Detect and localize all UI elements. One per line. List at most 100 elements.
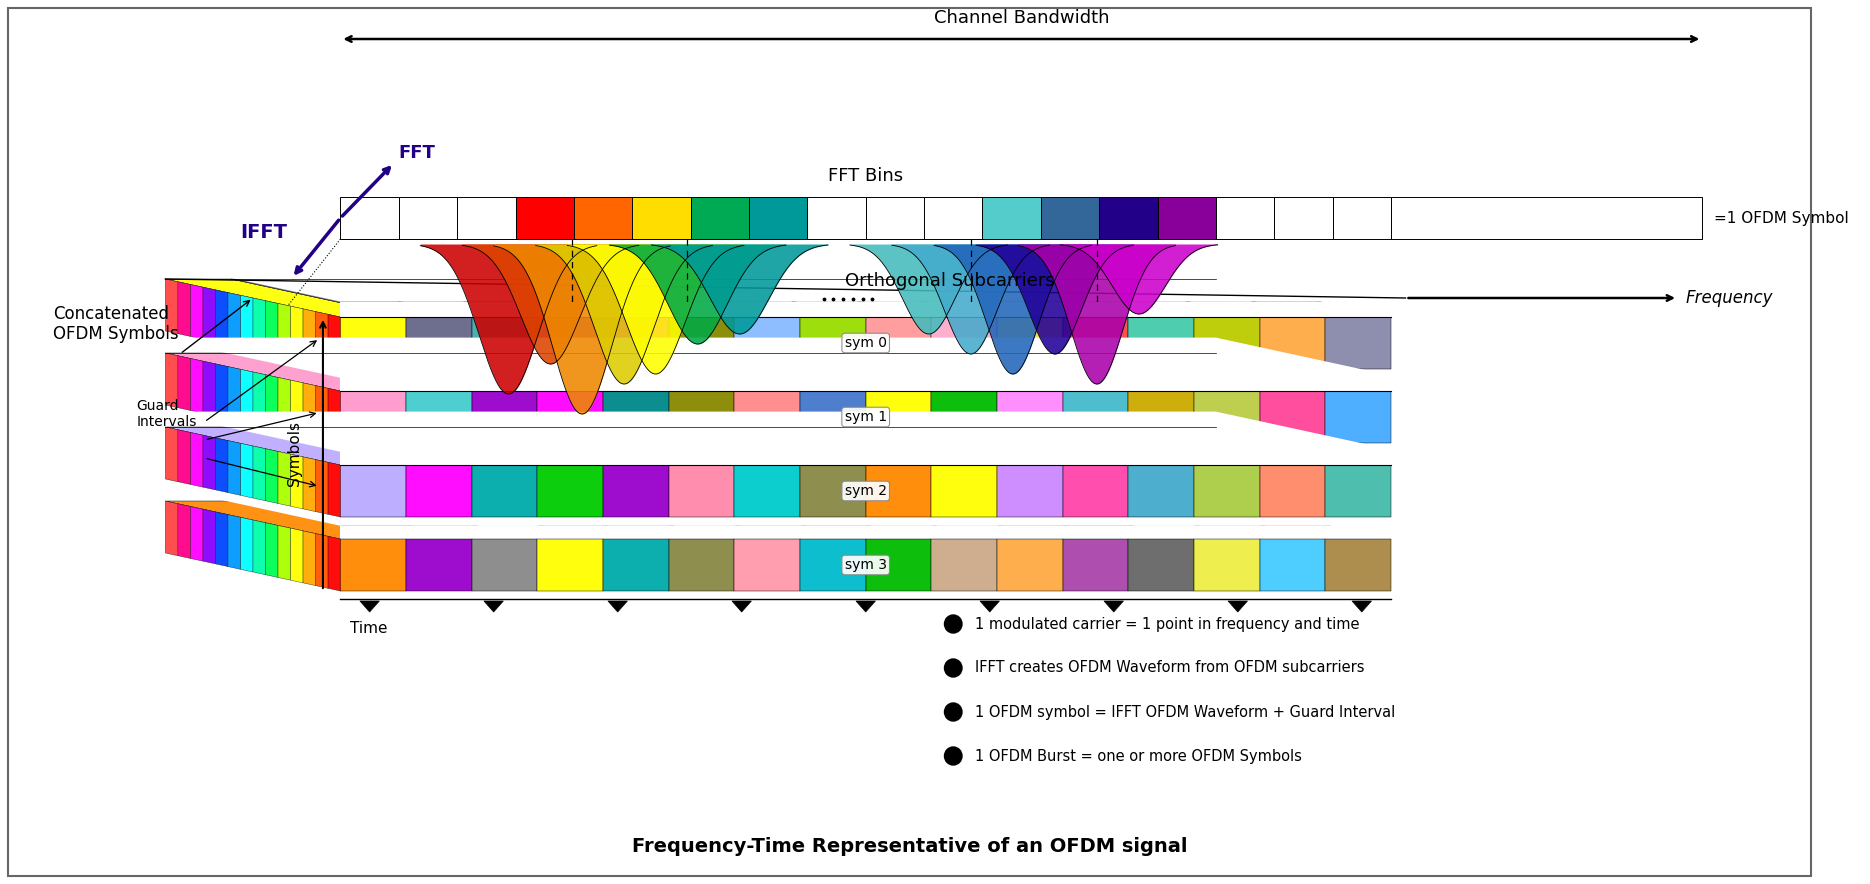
Polygon shape	[1260, 539, 1326, 591]
Polygon shape	[165, 338, 1391, 376]
Polygon shape	[297, 501, 537, 539]
Polygon shape	[471, 317, 537, 369]
Text: Channel Bandwidth: Channel Bandwidth	[933, 9, 1109, 27]
Polygon shape	[1128, 465, 1193, 517]
Circle shape	[944, 747, 961, 765]
Polygon shape	[316, 460, 327, 514]
Polygon shape	[690, 353, 931, 391]
Polygon shape	[823, 279, 1062, 317]
Text: Orthogonal Subcarriers: Orthogonal Subcarriers	[845, 272, 1055, 290]
Polygon shape	[602, 539, 669, 591]
Polygon shape	[1229, 601, 1247, 612]
Polygon shape	[602, 465, 669, 517]
Polygon shape	[494, 279, 735, 317]
Polygon shape	[954, 279, 1193, 317]
Polygon shape	[669, 539, 735, 591]
Polygon shape	[888, 427, 1128, 465]
Polygon shape	[1326, 465, 1391, 517]
Bar	[866, 197, 924, 239]
Polygon shape	[165, 353, 406, 391]
Polygon shape	[602, 391, 669, 443]
Polygon shape	[290, 528, 303, 583]
Polygon shape	[327, 388, 340, 443]
Polygon shape	[471, 391, 537, 443]
Polygon shape	[1128, 539, 1193, 591]
Text: sym 2: sym 2	[845, 484, 886, 498]
Polygon shape	[228, 514, 241, 569]
Polygon shape	[428, 353, 669, 391]
Polygon shape	[888, 279, 1128, 317]
Polygon shape	[856, 601, 875, 612]
Polygon shape	[755, 279, 997, 317]
Polygon shape	[1260, 391, 1326, 443]
Polygon shape	[1085, 279, 1326, 317]
Polygon shape	[165, 279, 406, 317]
Polygon shape	[866, 391, 931, 443]
Polygon shape	[165, 339, 1391, 377]
Polygon shape	[165, 501, 178, 556]
Polygon shape	[316, 385, 327, 440]
Polygon shape	[669, 317, 735, 369]
Bar	[340, 197, 398, 239]
Text: FFT Bins: FFT Bins	[828, 167, 903, 185]
Polygon shape	[755, 501, 997, 539]
Circle shape	[944, 703, 961, 721]
Polygon shape	[178, 282, 191, 337]
Polygon shape	[559, 279, 800, 317]
Polygon shape	[241, 443, 252, 498]
Polygon shape	[303, 383, 316, 438]
Polygon shape	[406, 391, 471, 443]
Polygon shape	[241, 295, 252, 350]
Polygon shape	[800, 317, 866, 369]
Polygon shape	[266, 375, 279, 430]
Polygon shape	[559, 353, 800, 391]
Polygon shape	[252, 298, 266, 353]
Bar	[632, 197, 690, 239]
Polygon shape	[755, 353, 997, 391]
Text: IFFT creates OFDM Waveform from OFDM subcarriers: IFFT creates OFDM Waveform from OFDM sub…	[974, 660, 1363, 675]
Text: Guard
Intervals: Guard Intervals	[137, 399, 196, 429]
Polygon shape	[559, 501, 800, 539]
Bar	[340, 452, 1391, 465]
Polygon shape	[340, 465, 406, 517]
Polygon shape	[290, 380, 303, 435]
Polygon shape	[215, 512, 228, 567]
Polygon shape	[428, 501, 669, 539]
Polygon shape	[931, 391, 997, 443]
Polygon shape	[303, 531, 316, 585]
Polygon shape	[191, 285, 202, 339]
Polygon shape	[823, 427, 1062, 465]
Bar	[1391, 197, 1702, 239]
Polygon shape	[608, 601, 628, 612]
Polygon shape	[1150, 427, 1391, 465]
Text: FFT: FFT	[398, 144, 436, 162]
Polygon shape	[888, 353, 1128, 391]
Bar	[1158, 197, 1216, 239]
Polygon shape	[232, 427, 471, 465]
Text: 1 OFDM Burst = one or more OFDM Symbols: 1 OFDM Burst = one or more OFDM Symbols	[974, 749, 1302, 764]
Polygon shape	[340, 376, 1391, 391]
Text: sym 1: sym 1	[845, 410, 886, 424]
Polygon shape	[191, 507, 202, 561]
Polygon shape	[735, 465, 800, 517]
Polygon shape	[1260, 465, 1326, 517]
Polygon shape	[1062, 465, 1128, 517]
Polygon shape	[241, 370, 252, 424]
Polygon shape	[471, 465, 537, 517]
Bar	[1333, 197, 1391, 239]
Text: Frequency-Time Representative of an OFDM signal: Frequency-Time Representative of an OFDM…	[632, 836, 1187, 856]
Polygon shape	[165, 427, 406, 465]
Polygon shape	[800, 391, 866, 443]
Polygon shape	[279, 525, 290, 580]
Polygon shape	[625, 501, 866, 539]
Polygon shape	[1150, 353, 1391, 391]
Polygon shape	[800, 539, 866, 591]
Polygon shape	[690, 501, 931, 539]
Polygon shape	[537, 539, 602, 591]
Polygon shape	[494, 353, 735, 391]
Polygon shape	[731, 601, 752, 612]
Text: Frequency: Frequency	[1685, 289, 1773, 307]
Polygon shape	[1019, 427, 1260, 465]
Polygon shape	[537, 317, 602, 369]
Polygon shape	[232, 279, 471, 317]
